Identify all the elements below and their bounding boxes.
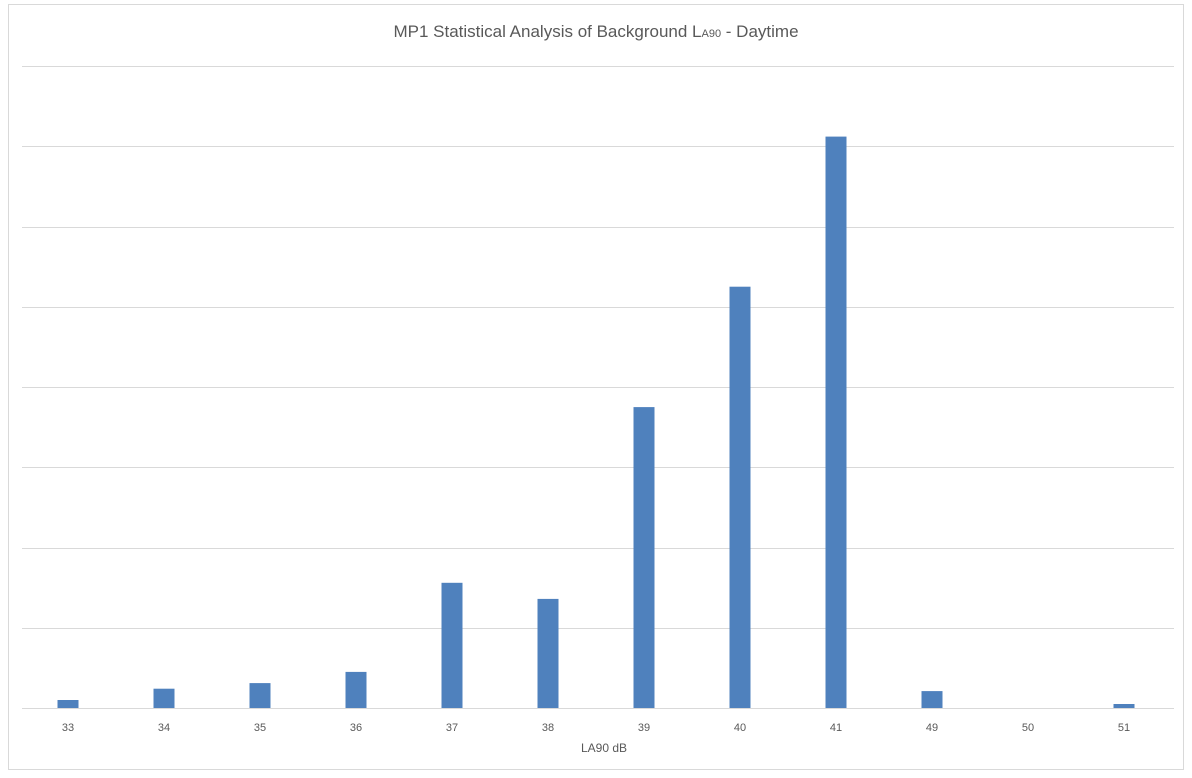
x-tick-label: 49 — [926, 722, 938, 734]
x-tick-label: 39 — [638, 722, 650, 734]
x-tick-label: 36 — [350, 722, 362, 734]
bar-38 — [537, 598, 559, 708]
bar-40 — [729, 286, 751, 708]
x-tick-label: 33 — [62, 722, 74, 734]
bar-37 — [441, 582, 463, 708]
x-tick-label: 40 — [734, 722, 746, 734]
x-tick-label: 37 — [446, 722, 458, 734]
chart-title-subscript: A90 — [701, 28, 722, 40]
bar-51 — [1113, 704, 1135, 708]
x-tick-label: 35 — [254, 722, 266, 734]
x-tick-label: 38 — [542, 722, 554, 734]
x-tick-label: 51 — [1118, 722, 1130, 734]
x-tick-label: 41 — [830, 722, 842, 734]
chart-title: MP1 Statistical Analysis of Background L… — [0, 22, 1192, 42]
bar-41 — [825, 136, 847, 709]
bar-35 — [249, 683, 271, 708]
bar-36 — [345, 671, 367, 708]
bars — [57, 136, 1135, 709]
x-tick-label: 34 — [158, 722, 170, 734]
bar-34 — [153, 688, 175, 708]
bar-49 — [921, 691, 943, 708]
bar-39 — [633, 407, 655, 708]
chart-title-main: MP1 Statistical Analysis of Background L — [393, 22, 702, 41]
x-axis-label: LA90 dB — [581, 741, 627, 755]
x-tick-label: 50 — [1022, 722, 1034, 734]
chart-title-tail: - Daytime — [721, 22, 799, 41]
x-tick-labels: 33 34 35 36 37 38 39 40 41 49 50 51 — [62, 722, 1130, 734]
bar-33 — [57, 700, 79, 708]
gridlines — [22, 66, 1174, 709]
